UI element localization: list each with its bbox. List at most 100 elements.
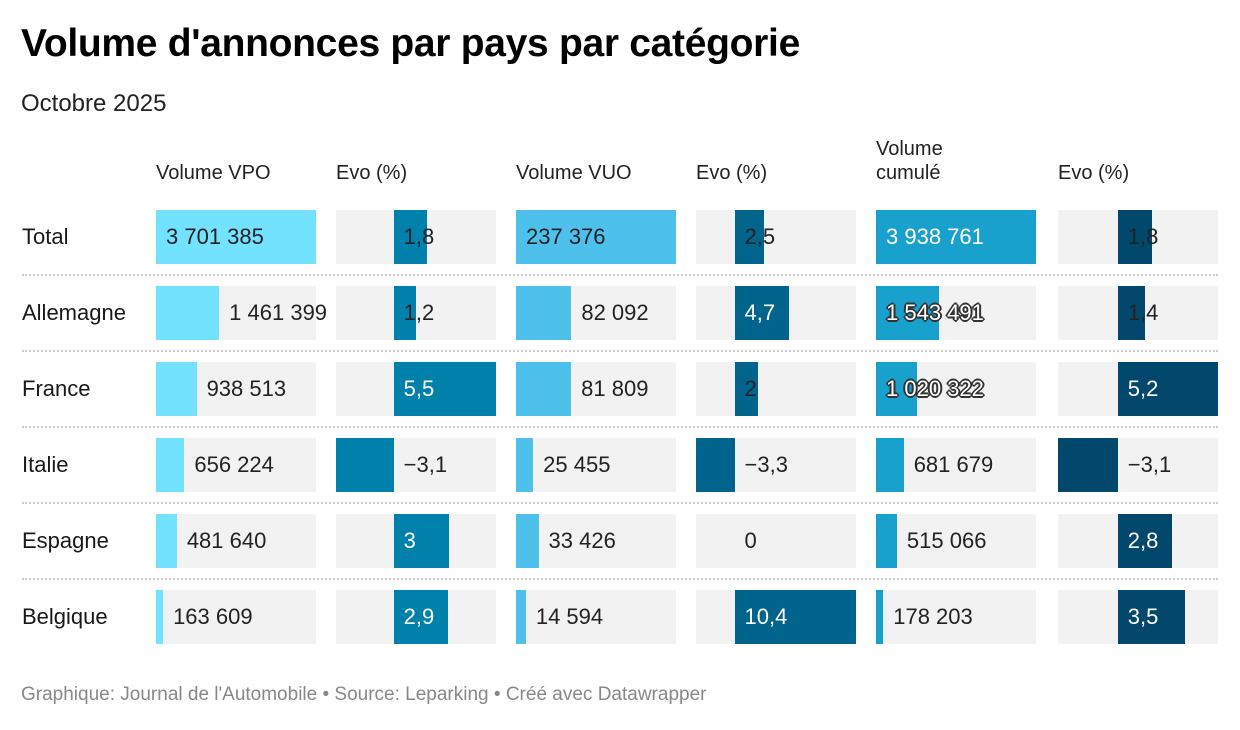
cell-cumul: 178 203 <box>876 590 1036 644</box>
bar-cumul <box>876 438 904 492</box>
value-label: 1,8 <box>1127 224 1159 249</box>
value-label: 82 092 <box>581 300 649 325</box>
bar-evo_vuo <box>734 590 856 644</box>
value-label: 4,7 <box>744 300 776 325</box>
bar-vpo <box>156 362 197 416</box>
cell-evo_cumul: −3,1 <box>1058 438 1218 492</box>
cell-evo_vuo: 10,4 <box>696 590 856 644</box>
value-label: 1,8 <box>403 224 435 249</box>
row-label: Belgique <box>22 604 108 629</box>
cell-evo_vuo: 2,5 <box>696 210 856 264</box>
cell-evo_cumul: 2,8 <box>1058 514 1218 568</box>
value-label: 163 609 <box>173 604 253 629</box>
cell-evo_cumul: 1,4 <box>1058 286 1218 340</box>
cell-vuo: 25 455 <box>516 438 676 492</box>
value-label: 81 809 <box>581 376 649 401</box>
cell-vpo: 938 513 <box>156 362 316 416</box>
value-label: 1,2 <box>403 300 435 325</box>
bar-evo_vpo <box>393 514 450 568</box>
cell-cumul: 515 066 <box>876 514 1036 568</box>
cell-evo_vpo: 5,5 <box>336 362 496 416</box>
bar-evo_vuo <box>696 438 735 492</box>
cell-evo_cumul: 5,2 <box>1058 362 1218 416</box>
cell-cumul: 1 020 322 <box>876 362 1036 416</box>
row-separator <box>22 274 1218 276</box>
cell-evo_cumul: 1,8 <box>1058 210 1218 264</box>
value-label: 515 066 <box>906 528 987 553</box>
chart-footer: Graphique: Journal de l'Automobile • Sou… <box>21 684 707 705</box>
value-label: 25 455 <box>543 452 611 477</box>
bar-vpo <box>156 590 164 644</box>
value-label: 2,8 <box>1127 528 1159 553</box>
value-label: 656 224 <box>194 452 274 477</box>
value-label: −3,1 <box>403 452 448 477</box>
bar-vpo <box>156 438 185 492</box>
row-label: Italie <box>22 452 69 477</box>
cell-vuo: 81 809 <box>516 362 676 416</box>
bar-cumul <box>876 514 897 568</box>
cell-vpo: 656 224 <box>156 438 316 492</box>
value-label: 237 376 <box>526 224 606 249</box>
column-header-evo_vuo: Evo (%) <box>696 162 768 184</box>
value-label: 481 640 <box>186 528 267 553</box>
bar-evo_vuo <box>734 210 764 264</box>
cell-evo_vpo: 1,2 <box>336 286 496 340</box>
value-label: 938 513 <box>206 376 287 401</box>
bar-vpo <box>156 286 220 340</box>
bar-cumul <box>876 286 939 340</box>
bar-evo_vpo <box>393 286 416 340</box>
value-label: 3 <box>403 528 416 553</box>
column-header-evo_cumul: Evo (%) <box>1058 162 1130 184</box>
value-label: 2 <box>744 376 757 401</box>
cell-vuo: 33 426 <box>516 514 676 568</box>
value-label: 1,4 <box>1127 300 1159 325</box>
bar-vuo <box>516 362 572 416</box>
bar-evo_vpo <box>393 210 428 264</box>
bar-vpo <box>156 210 316 264</box>
cell-evo_cumul: 3,5 <box>1058 590 1218 644</box>
bar-vuo <box>516 514 539 568</box>
bar-evo_cumul <box>1117 514 1172 568</box>
cell-vpo: 163 609 <box>156 590 316 644</box>
bar-evo_vpo <box>336 438 394 492</box>
chart-title: Volume d'annonces par pays par catégorie <box>21 22 800 65</box>
cell-evo_vuo: −3,3 <box>696 438 856 492</box>
value-label: 1 020 322 <box>886 376 984 401</box>
value-label: 5,2 <box>1127 376 1159 401</box>
bar-cumul <box>876 590 884 644</box>
bar-evo_vpo <box>393 362 496 416</box>
cell-evo_vuo: 2 <box>696 362 856 416</box>
cell-cumul: 3 938 761 <box>876 210 1036 264</box>
value-label: 14 594 <box>535 604 604 629</box>
value-label: 1 543 491 <box>886 300 984 325</box>
cell-cumul: 681 679 <box>876 438 1036 492</box>
bar-vuo <box>516 438 534 492</box>
column-header-cumul: Volume cumulé <box>876 138 943 184</box>
value-label: 681 679 <box>913 452 994 477</box>
value-label: 10,4 <box>744 604 788 629</box>
value-label: 2,5 <box>744 224 776 249</box>
bar-evo_cumul <box>1117 210 1153 264</box>
cell-vpo: 1 461 399 <box>156 286 327 340</box>
cell-evo_vpo: 3 <box>336 514 496 568</box>
column-header-vuo: Volume VUO <box>516 162 632 184</box>
row-label: Total <box>22 224 69 249</box>
cell-vuo: 14 594 <box>516 590 676 644</box>
bar-cumul <box>876 362 918 416</box>
cell-vuo: 82 092 <box>516 286 676 340</box>
row-label: Allemagne <box>22 300 126 325</box>
row-label: Espagne <box>22 528 109 553</box>
cell-vuo: 237 376 <box>516 210 676 264</box>
bar-evo_cumul <box>1117 590 1186 644</box>
bar-vuo <box>516 590 526 644</box>
bar-evo_cumul <box>1117 286 1145 340</box>
value-label: 3 701 385 <box>166 224 264 249</box>
value-label: 5,5 <box>403 376 435 401</box>
column-header-evo_vpo: Evo (%) <box>336 162 408 184</box>
bar-vpo <box>156 514 177 568</box>
bar-evo_vuo <box>734 362 758 416</box>
row-separator <box>22 426 1218 428</box>
chart-subtitle: Octobre 2025 <box>21 90 167 117</box>
value-label: 33 426 <box>548 528 616 553</box>
cell-cumul: 1 543 491 <box>876 286 1036 340</box>
